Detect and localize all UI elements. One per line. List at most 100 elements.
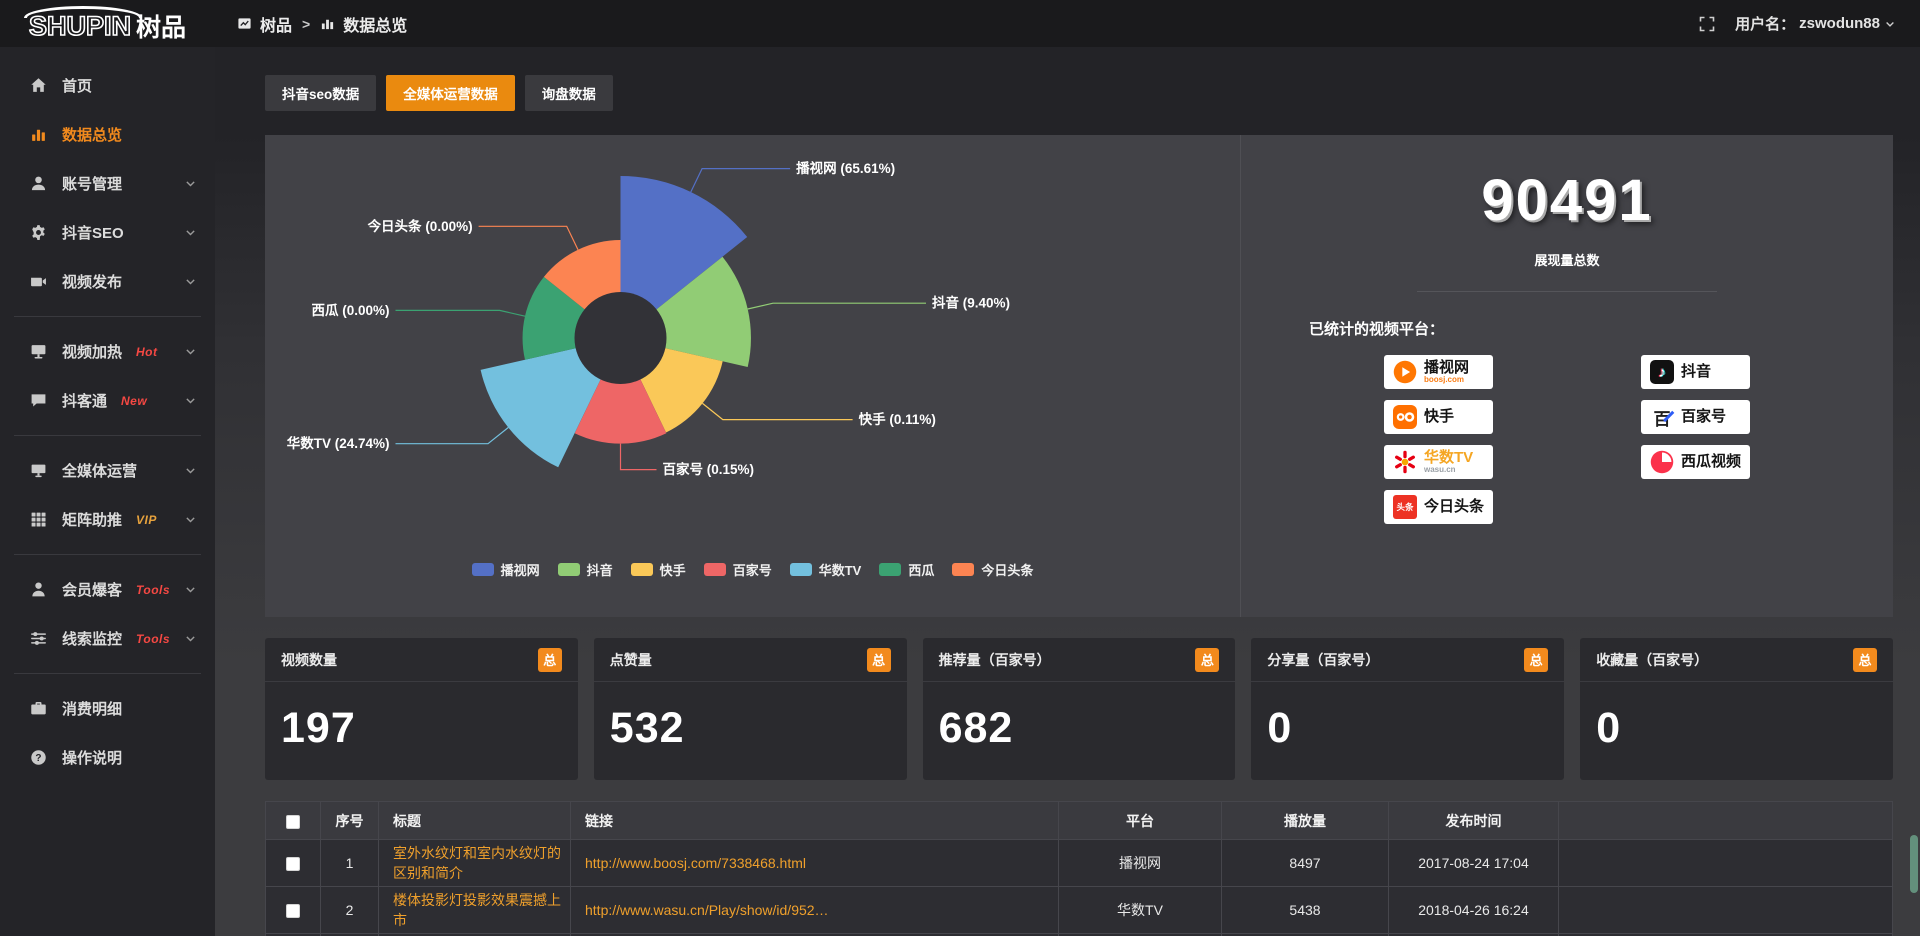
table-row: 2 楼体投影灯投影效果震撼上市 http://www.wasu.cn/Play/sh… [265, 886, 1893, 934]
row-checkbox[interactable] [286, 904, 300, 919]
sidebar-item-person[interactable]: 会员爆客 Tools [0, 565, 215, 614]
sidebar-item-grid[interactable]: 矩阵助推 VIP [0, 495, 215, 544]
xigua-logo-icon [1650, 450, 1674, 474]
total-badge[interactable]: 总 [537, 647, 562, 672]
platform-badge-boosj[interactable]: 播视网 boosj.com [1383, 355, 1493, 389]
platform-badge-kuaishou[interactable]: 快手 [1383, 400, 1493, 434]
sidebar-item-label: 会员爆客 [62, 582, 123, 599]
logo[interactable]: SHUPIN 树品 [0, 4, 215, 44]
row-platform: 华数TV [1058, 886, 1222, 934]
pie-center-hole [574, 292, 667, 384]
chevron-down-icon [186, 587, 195, 593]
tabs: 抖音seo数据 全媒体运营数据 询盘数据 [265, 75, 613, 111]
page-scrollbar-thumb[interactable] [1910, 835, 1918, 893]
table-body: 1 室外水纹灯和室内水纹灯的区别和简介 http://www.boosj.com/7… [265, 839, 1893, 936]
legend-label: 抖音 [586, 563, 613, 578]
row-time: 2018-04-26 16:24 [1388, 886, 1559, 934]
pie-slice-4[interactable] [574, 338, 667, 444]
select-all-checkbox[interactable] [286, 814, 300, 829]
breadcrumb-root[interactable]: 树品 [260, 17, 293, 35]
sidebar-item-wallet[interactable]: 消费明细 [0, 684, 215, 733]
platform-badge-xigua[interactable]: 西瓜视频 [1641, 445, 1751, 479]
user-menu[interactable]: 用户名： zswodun88 [1735, 13, 1896, 34]
stat-card-value: 682 [938, 704, 1014, 752]
stat-card-title: 点赞量 [609, 651, 652, 668]
legend-chip [952, 563, 975, 576]
row-checkbox[interactable] [286, 857, 300, 872]
pie-slice-5[interactable] [480, 338, 621, 468]
pie-label: 西瓜 (0.00%) [311, 303, 389, 318]
legend-item[interactable]: 播视网 [471, 560, 540, 579]
platform-badge-douyin[interactable]: ♪ 抖音 [1641, 355, 1751, 389]
pie-label-line [395, 427, 509, 445]
table-header-checkbox-cell [265, 801, 321, 840]
stat-card-head: 点赞量 总 [593, 638, 907, 682]
sidebar-item-chat[interactable]: 抖客通 New [0, 376, 215, 425]
sidebar-item-sliders[interactable]: 线索监控 Tools [0, 614, 215, 663]
sidebar-item-video[interactable]: 视频发布 [0, 257, 215, 306]
legend-item[interactable]: 西瓜 [879, 560, 934, 579]
breadcrumb-current[interactable]: 数据总览 [343, 17, 408, 35]
platform-name: 华数TV [1423, 448, 1474, 466]
fullscreen-icon[interactable] [1699, 16, 1715, 32]
sidebar-item-home[interactable]: 首页 [0, 61, 215, 110]
sidebar-item-bar-chart[interactable]: 数据总览 [0, 110, 215, 159]
legend-item[interactable]: 百家号 [703, 560, 772, 579]
legend-item[interactable]: 快手 [630, 560, 686, 579]
sidebar-item-label: 全媒体运营 [62, 463, 138, 480]
breadcrumb: 树品 > 数据总览 [237, 12, 407, 36]
platform-badge-baijia[interactable]: 百百家号 [1641, 400, 1751, 434]
table-header-cell: 链接 [570, 801, 1059, 840]
row-title[interactable]: 楼体投影灯投影效果震撼上市 [378, 886, 571, 934]
sidebar-item-question[interactable]: ? 操作说明 [0, 733, 215, 782]
platform-badge-toutiao[interactable]: 头条 今日头条 [1383, 490, 1493, 524]
sidebar-item-user[interactable]: 账号管理 [0, 159, 215, 208]
row-link[interactable]: http://www.wasu.cn/Play/show/id/952… [570, 886, 1059, 934]
legend-item[interactable]: 华数TV [789, 560, 861, 579]
chat-icon [31, 394, 46, 407]
table-row-partial [265, 933, 1893, 936]
table-header-cell: 播放量 [1221, 801, 1389, 840]
table-header-filler [1558, 801, 1893, 840]
tab-3[interactable]: 询盘数据 [524, 75, 613, 111]
pie-slice-1[interactable] [620, 176, 748, 338]
total-badge[interactable]: 总 [1524, 647, 1549, 672]
row-link[interactable]: http://www.boosj.com/7338468.html [570, 839, 1059, 887]
legend-chip [471, 563, 494, 576]
chart-legend: 播视网 抖音 快手 百家号 华数TV 西瓜 今日头条 [265, 560, 1240, 579]
total-badge[interactable]: 总 [866, 647, 891, 672]
sidebar-item-gear[interactable]: 抖音SEO [0, 208, 215, 257]
legend-item[interactable]: 今日头条 [952, 560, 1033, 579]
sidebar-item-label: 首页 [62, 78, 93, 95]
sidebar-item-label: 抖音SEO [62, 225, 124, 242]
stat-card-head: 视频数量 总 [265, 638, 578, 682]
stat-card-value: 532 [609, 704, 685, 752]
stat-card-head: 收藏量（百家号） 总 [1580, 638, 1893, 682]
tab-2[interactable]: 全媒体运营数据 [386, 75, 515, 111]
table-header: 序号 标题 链接 平台 播放量 发布时间 [265, 801, 1893, 840]
tab-1[interactable]: 抖音seo数据 [265, 75, 377, 111]
grid-icon [31, 512, 46, 527]
platform-sub: boosj.com [1423, 374, 1464, 384]
sidebar-item-label: 数据总览 [62, 127, 123, 144]
row-title[interactable]: 室外水纹灯和室内水纹灯的区别和简介 [378, 839, 571, 887]
sidebar-divider [14, 554, 201, 555]
total-badge[interactable]: 总 [1195, 647, 1220, 672]
row-time: 2017-08-24 17:04 [1388, 839, 1559, 887]
pie-label: 播视网 (65.61%) [796, 160, 895, 176]
sidebar-item-display[interactable]: 视频加热 Hot [0, 327, 215, 376]
legend-label: 西瓜 [908, 563, 935, 578]
stat-card-head: 分享量（百家号） 总 [1251, 638, 1565, 682]
table-header-cell: 发布时间 [1388, 801, 1559, 840]
legend-item[interactable]: 抖音 [557, 560, 613, 579]
platform-badge-wasu[interactable]: 华数TV wasu.cn [1383, 445, 1493, 479]
sidebar-item-tag: Tools [136, 631, 171, 646]
legend-chip [557, 563, 580, 576]
username-label: 用户名： [1735, 16, 1796, 33]
total-badge[interactable]: 总 [1852, 647, 1877, 672]
douyin-logo-icon: ♪ [1650, 360, 1674, 384]
sidebar-item-monitor[interactable]: 全媒体运营 [0, 446, 215, 495]
pie-label: 快手 (0.11%) [859, 411, 936, 427]
rose-chart-area: 播视网 (65.61%) 抖音 (9.40%) 快手 (0.11%) 百家号 (0.1… [265, 135, 1240, 617]
